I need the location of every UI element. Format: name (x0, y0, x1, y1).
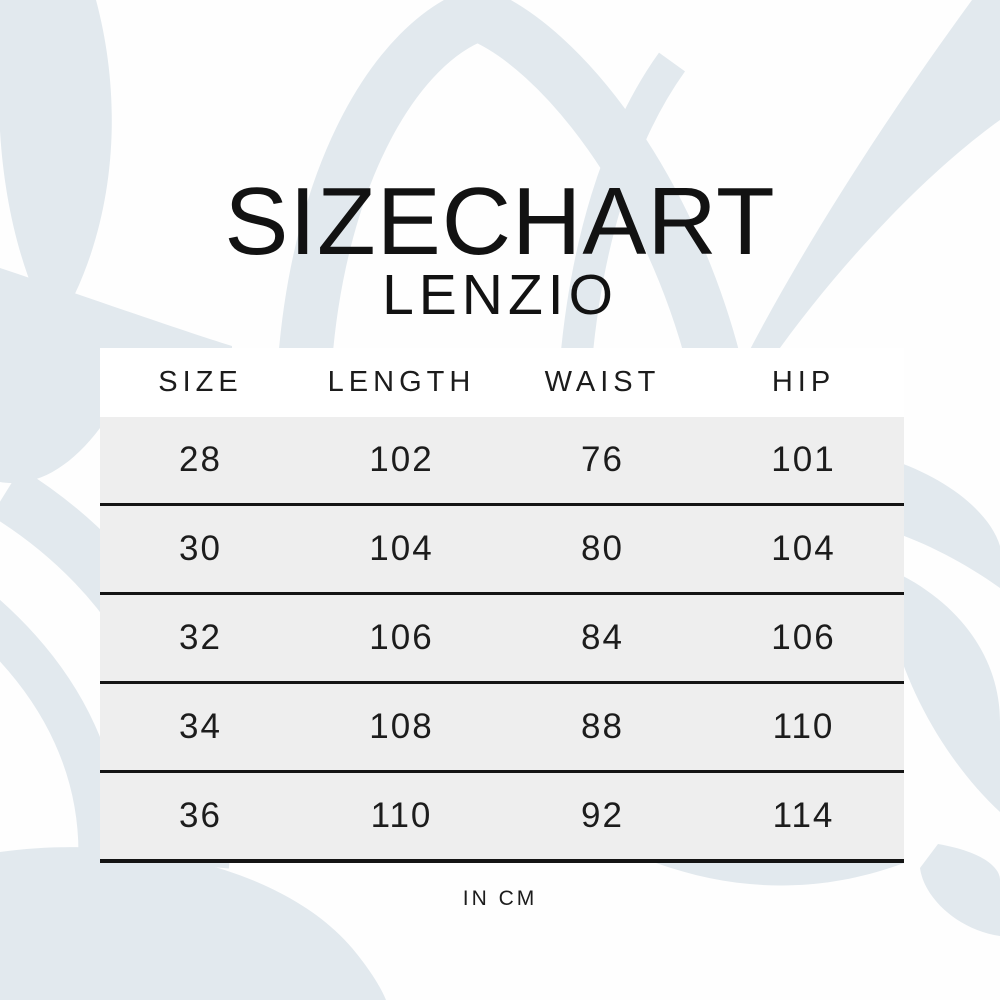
table-row: 28 102 76 101 (100, 417, 904, 506)
cell-hip: 106 (771, 618, 836, 657)
cell-size: 32 (179, 618, 222, 657)
cell-size: 28 (179, 440, 222, 479)
column-header-hip: HIP (771, 366, 836, 398)
column-header-waist: WAIST (544, 366, 661, 398)
table-row: 32 106 84 106 (100, 595, 904, 684)
cell-hip: 110 (772, 707, 835, 746)
unit-note: IN CM (462, 887, 538, 910)
cell-waist: 88 (581, 707, 624, 746)
cell-length: 102 (369, 440, 434, 479)
table-header-row: SIZE LENGTH WAIST HIP (100, 348, 904, 417)
cell-hip: 101 (771, 440, 836, 479)
cell-length: 104 (369, 529, 434, 568)
cell-size: 36 (179, 796, 222, 835)
cell-hip: 114 (772, 796, 835, 835)
table-row: 30 104 80 104 (100, 506, 904, 595)
cell-hip: 104 (771, 529, 836, 568)
cell-length: 110 (370, 796, 433, 835)
brand-subtitle: LENZIO (382, 263, 618, 327)
size-table: SIZE LENGTH WAIST HIP 28 102 76 101 30 1… (100, 348, 904, 863)
cell-waist: 80 (581, 529, 624, 568)
table-row: 34 108 88 110 (100, 684, 904, 773)
cell-size: 34 (179, 707, 222, 746)
cell-size: 30 (179, 529, 222, 568)
cell-waist: 76 (581, 440, 624, 479)
cell-waist: 84 (581, 618, 624, 657)
column-header-length: LENGTH (327, 366, 476, 398)
cell-waist: 92 (581, 796, 624, 835)
table-row: 36 110 92 114 (100, 773, 904, 863)
cell-length: 108 (369, 707, 434, 746)
cell-length: 106 (369, 618, 434, 657)
page-title: SIZECHART (224, 168, 776, 275)
column-header-size: SIZE (158, 366, 243, 398)
